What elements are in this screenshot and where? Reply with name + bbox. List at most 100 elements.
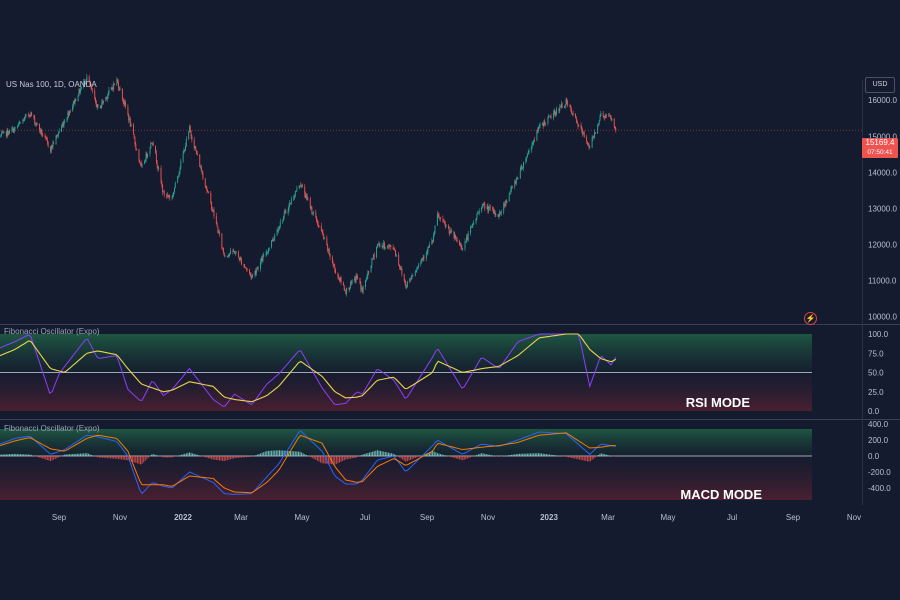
macd-histogram-bar xyxy=(160,456,162,457)
currency-button[interactable]: USD xyxy=(865,77,895,93)
candle-body xyxy=(594,132,596,134)
rsi-indicator-label[interactable]: Fibonacci Oscillator (Expo) xyxy=(4,327,100,336)
price-axis-tick: 14000.0 xyxy=(868,168,897,177)
candle-body xyxy=(90,85,92,87)
candle-body xyxy=(89,81,91,86)
candle-body xyxy=(421,258,423,260)
macd-histogram-bar xyxy=(545,454,547,456)
candle-body xyxy=(571,109,573,114)
candle-body xyxy=(453,231,455,238)
candle-body xyxy=(421,258,423,262)
candle-body xyxy=(449,232,451,234)
candle-body xyxy=(202,173,204,179)
candle-body xyxy=(88,76,90,82)
lightning-icon[interactable]: ⚡ xyxy=(804,312,817,325)
candle-body xyxy=(234,251,235,254)
candle-body xyxy=(482,203,484,205)
candle-body xyxy=(256,269,258,273)
candle-body xyxy=(587,143,589,146)
macd-histogram-bar xyxy=(50,456,52,462)
rsi-pane: RSI MODE xyxy=(0,333,812,411)
candle-body xyxy=(69,111,70,116)
candle-body xyxy=(207,190,209,192)
candle-body xyxy=(464,241,466,249)
macd-histogram-bar xyxy=(84,453,86,456)
candle-body xyxy=(1,132,3,136)
macd-histogram-bar xyxy=(405,456,407,462)
candle-body xyxy=(344,290,346,292)
candle-body xyxy=(289,202,291,205)
macd-histogram-bar xyxy=(144,456,146,461)
macd-indicator-label[interactable]: Fibonacci Oscillator (Expo) xyxy=(4,424,100,433)
candle-body xyxy=(436,214,438,226)
candle-body xyxy=(614,126,616,129)
macd-histogram-bar xyxy=(343,456,345,461)
candle-body xyxy=(78,89,80,96)
candle-body xyxy=(245,268,247,270)
macd-histogram-bar xyxy=(308,456,310,457)
macd-histogram-bar xyxy=(196,454,198,456)
macd-histogram-bar xyxy=(128,456,130,461)
candle-body xyxy=(144,160,146,162)
candle-body xyxy=(415,270,417,273)
macd-histogram-bar xyxy=(102,456,104,458)
candle-body xyxy=(94,90,96,98)
candle-body xyxy=(283,212,285,217)
macd-histogram-bar xyxy=(68,454,70,456)
candle-body xyxy=(155,145,156,153)
macd-histogram-bar xyxy=(61,456,63,457)
candle-body xyxy=(338,276,340,278)
macd-histogram-bar xyxy=(605,454,607,456)
candle-body xyxy=(443,219,445,222)
candle-body xyxy=(266,252,268,254)
macd-histogram-bar xyxy=(566,456,568,457)
candle-body xyxy=(544,120,546,124)
candle-body xyxy=(360,282,362,290)
candle-body xyxy=(191,135,193,140)
macd-histogram-bar xyxy=(143,456,145,463)
candle-body xyxy=(293,198,295,200)
candle-body xyxy=(309,199,311,209)
macd-histogram-bar xyxy=(553,455,555,456)
candle-body xyxy=(361,287,363,290)
macd-histogram-bar xyxy=(46,456,48,461)
macd-histogram-bar xyxy=(402,456,404,460)
candle-body xyxy=(287,209,289,214)
candle-body xyxy=(177,175,179,177)
candle-body xyxy=(13,128,15,133)
macd-histogram-bar xyxy=(86,453,88,456)
candle-body xyxy=(47,141,49,147)
candle-body xyxy=(66,117,68,123)
macd-histogram-bar xyxy=(35,456,37,457)
macd-histogram-bar xyxy=(357,456,359,457)
bar-countdown: 07:50:41 xyxy=(867,149,893,156)
candle-body xyxy=(107,93,109,96)
candle-body xyxy=(475,218,477,223)
macd-histogram-bar xyxy=(280,450,282,456)
macd-histogram-bar xyxy=(149,456,151,457)
candle-body xyxy=(548,115,550,118)
candle-body xyxy=(597,123,599,126)
macd-histogram-bar xyxy=(45,456,47,460)
macd-histogram-bar xyxy=(518,453,520,456)
macd-histogram-bar xyxy=(470,456,472,458)
candle-body xyxy=(328,248,330,255)
candle-body xyxy=(565,99,567,105)
macd-histogram-bar xyxy=(236,456,238,458)
candle-body xyxy=(122,99,124,102)
candle-body xyxy=(387,245,389,247)
macd-histogram-bar xyxy=(48,456,50,461)
macd-histogram-bar xyxy=(26,454,28,456)
candle-body xyxy=(462,248,464,250)
macd-histogram-bar xyxy=(432,450,434,456)
macd-histogram-bar xyxy=(433,451,435,456)
macd-histogram-bar xyxy=(177,455,179,457)
macd-histogram-bar xyxy=(417,456,419,457)
candle-body xyxy=(117,82,119,89)
macd-histogram-bar xyxy=(577,456,579,460)
macd-histogram-bar xyxy=(430,451,432,456)
macd-histogram-bar xyxy=(261,452,263,456)
candle-body xyxy=(132,124,134,135)
time-axis-tick: Mar xyxy=(601,513,615,522)
